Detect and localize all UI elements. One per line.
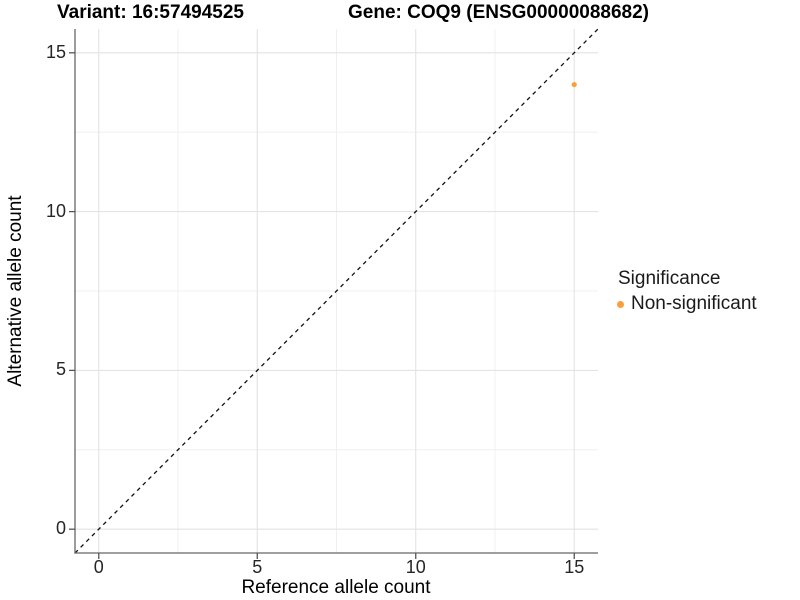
- y-tick-label: 0: [55, 518, 66, 539]
- y-tick-label: 15: [45, 41, 66, 62]
- gene-title: Gene: COQ9 (ENSG00000088682): [348, 2, 649, 23]
- x-tick-label: 15: [564, 557, 585, 577]
- x-tick-label: 0: [93, 557, 104, 577]
- legend: Significance Non-significant: [612, 268, 757, 315]
- y-tick-label: 10: [45, 200, 66, 221]
- x-axis-title: Reference allele count: [241, 577, 431, 598]
- legend-item: Non-significant: [612, 293, 757, 315]
- data-point: [571, 81, 577, 88]
- legend-point-icon: [617, 300, 624, 308]
- legend-title: Significance: [618, 268, 721, 289]
- x-tick-label: 10: [405, 557, 426, 577]
- variant-title: Variant: 16:57494525: [57, 2, 244, 23]
- legend-item-label: Non-significant: [631, 293, 757, 314]
- y-tick-label: 5: [55, 359, 66, 380]
- identity-reference-line: [74, 28, 599, 554]
- x-tick-label: 5: [252, 557, 263, 577]
- y-axis-title: Alternative allele count: [5, 195, 26, 387]
